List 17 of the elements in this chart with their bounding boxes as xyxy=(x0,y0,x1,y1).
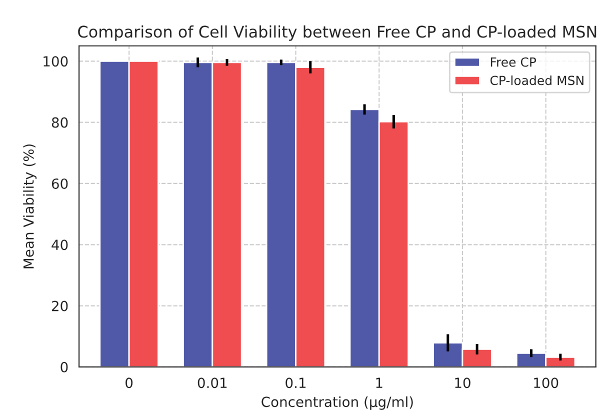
y-tick-label: 20 xyxy=(52,300,68,312)
y-tick-label: 60 xyxy=(52,178,68,189)
x-tick-label: 1 xyxy=(376,378,382,388)
x-tick-label: 0.01 xyxy=(198,378,227,388)
x-tick-label: 10 xyxy=(455,378,470,388)
x-tick-label: 0.1 xyxy=(286,378,306,388)
chart-title: Comparison of Cell Viability between Free CP and CP-loaded MSN xyxy=(78,25,596,41)
y-tick-label: 100 xyxy=(44,56,68,67)
y-tick-label: 40 xyxy=(52,240,68,250)
x-tick-label: 100 xyxy=(534,378,558,388)
y-axis-title: Mean Viability (%) xyxy=(23,144,37,268)
y-tick-label: 0 xyxy=(60,362,68,372)
legend-label: Free CP xyxy=(490,57,536,67)
y-tick-label: 80 xyxy=(52,117,68,128)
legend-label: CP-loaded MSN xyxy=(490,75,584,86)
x-axis-title: Concentration (µg/ml) xyxy=(262,396,413,410)
x-tick-label: 0 xyxy=(126,378,133,388)
